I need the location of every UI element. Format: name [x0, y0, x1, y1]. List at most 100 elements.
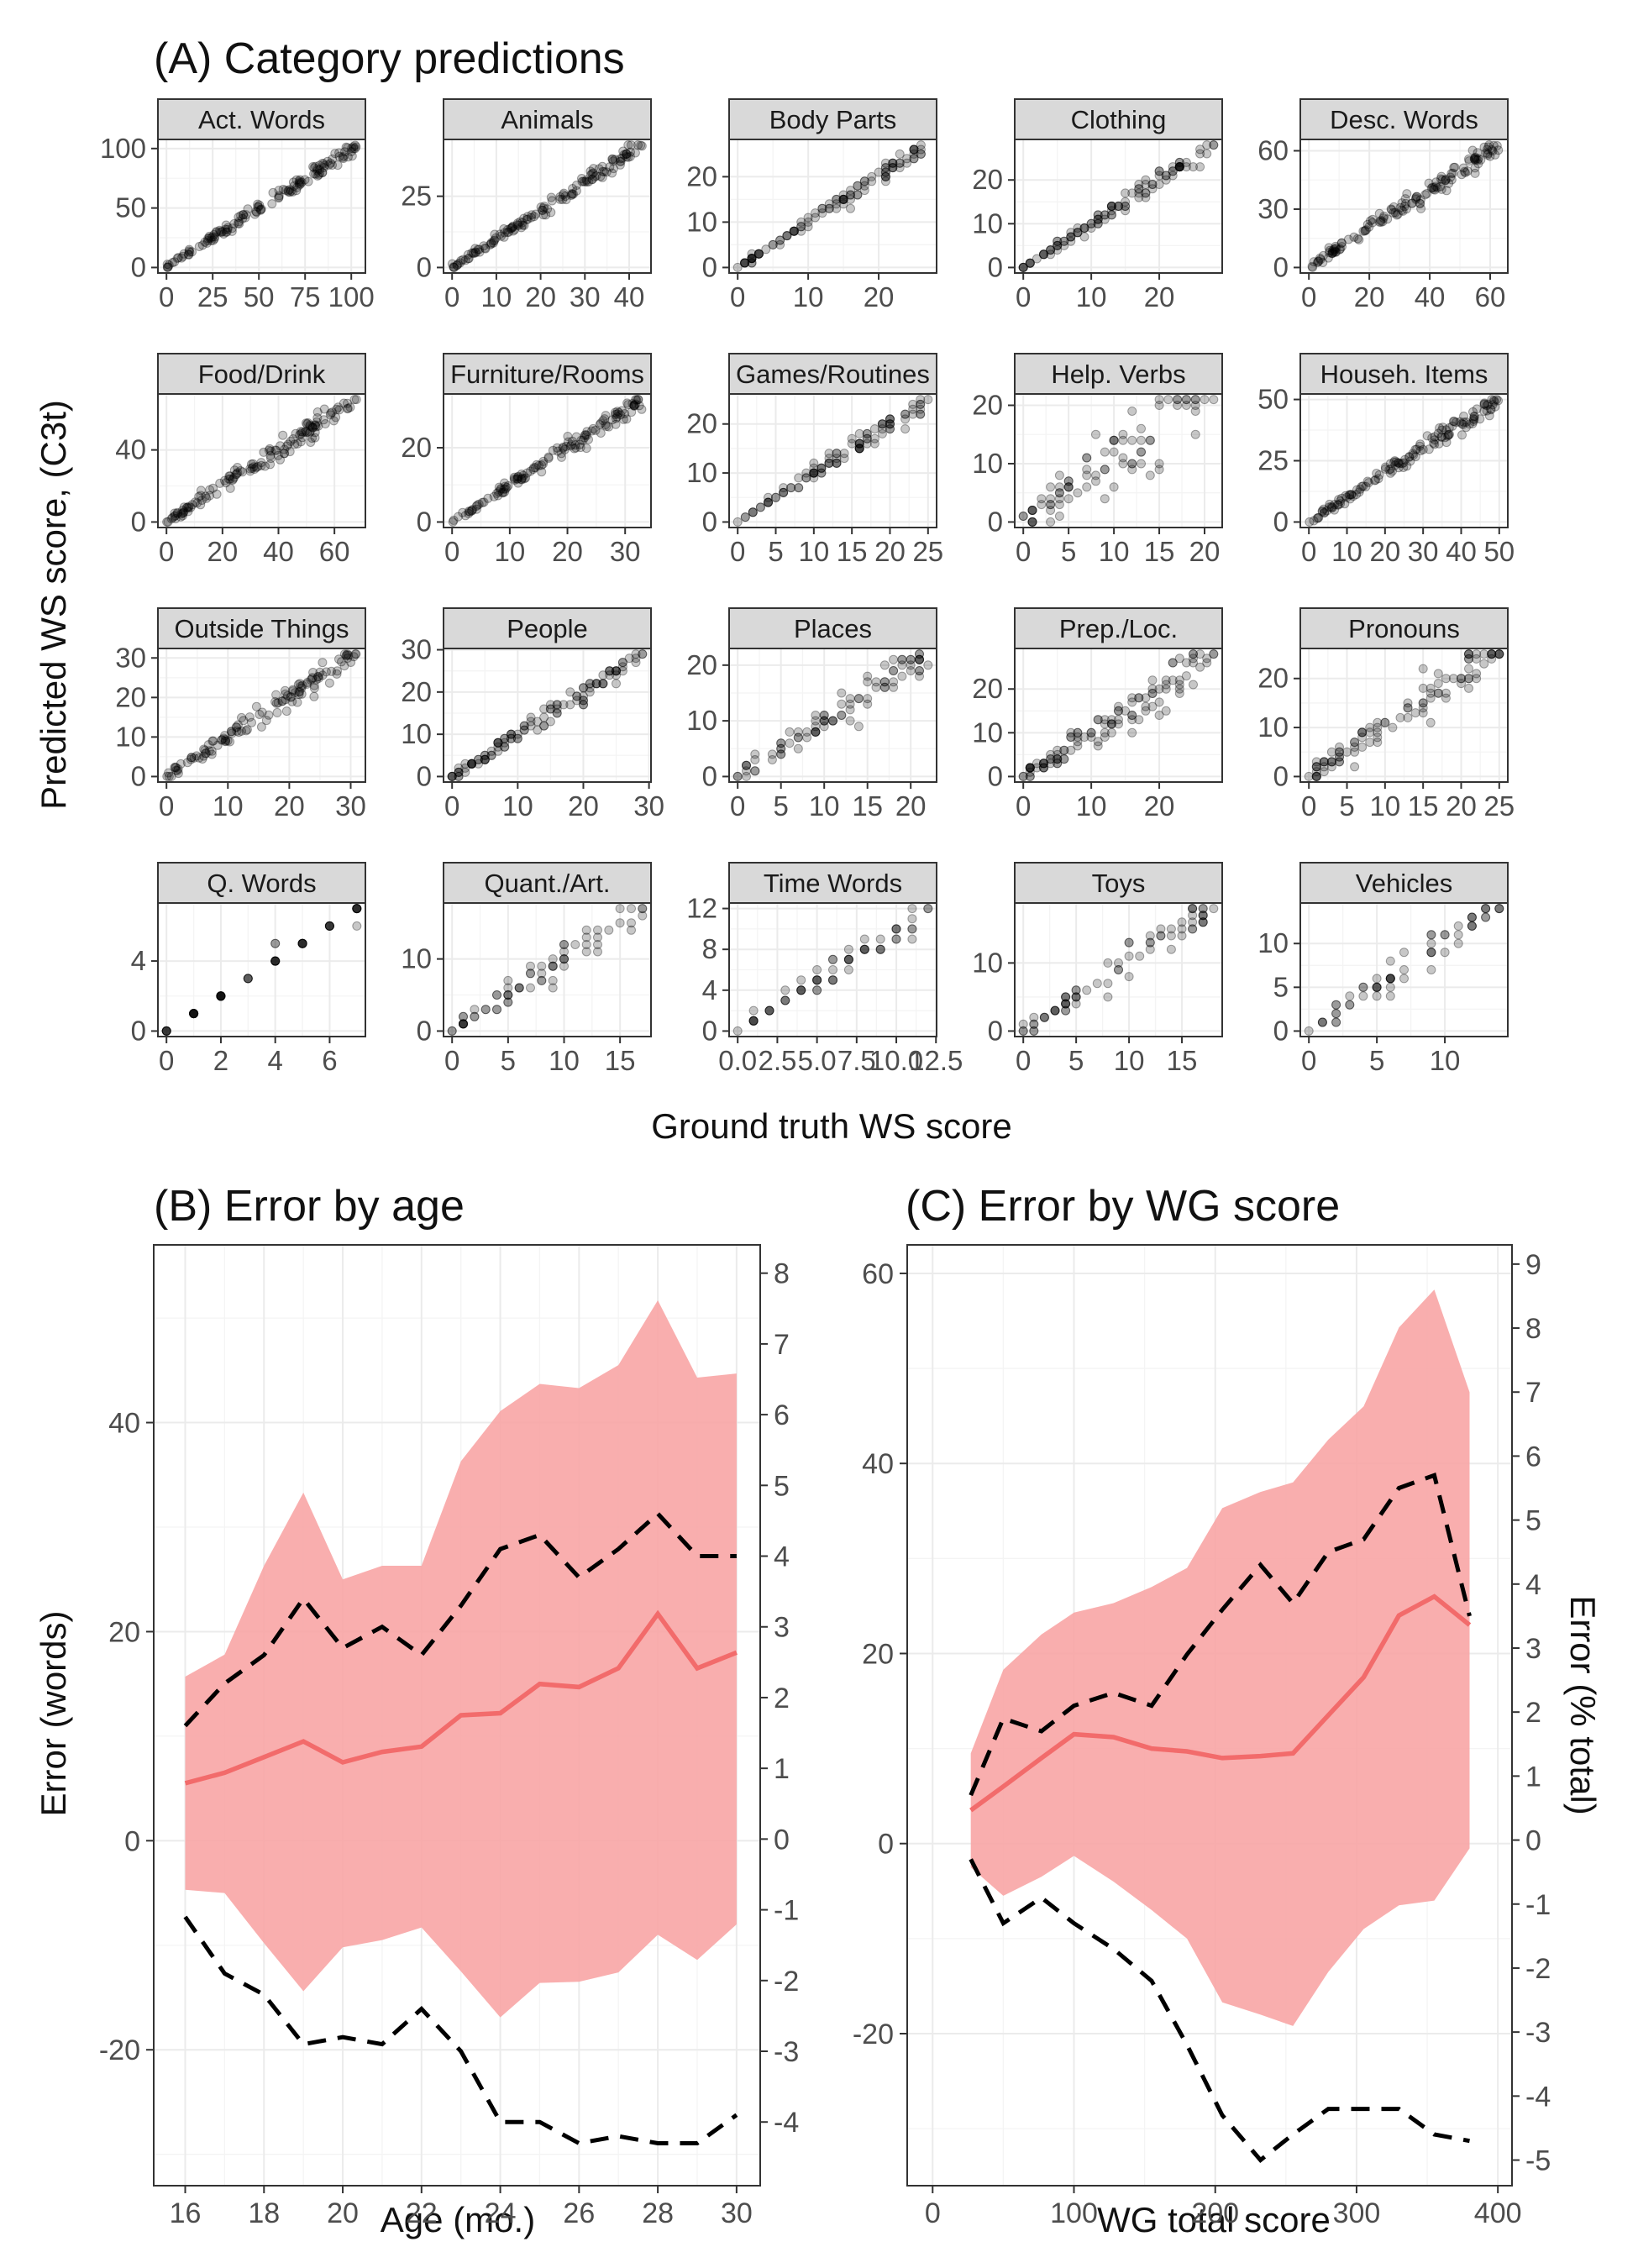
data-point	[238, 213, 248, 223]
data-point	[789, 226, 799, 236]
data-point	[537, 975, 547, 985]
data-point	[163, 262, 173, 272]
data-point	[1018, 262, 1028, 272]
facet-x-tick-label: 10	[213, 790, 244, 822]
data-point	[1441, 176, 1450, 186]
data-point	[509, 472, 519, 482]
data-point	[1147, 180, 1158, 189]
data-point	[1147, 675, 1158, 685]
data-point	[178, 508, 188, 518]
data-point	[475, 244, 484, 255]
facet-strip-label: Time Words	[764, 869, 902, 898]
data-point	[529, 463, 539, 473]
data-point	[1135, 951, 1145, 961]
facet-x-tick-label: 10	[793, 281, 824, 312]
data-point	[307, 423, 318, 433]
data-point	[167, 258, 177, 268]
data-point	[854, 438, 864, 449]
data-point	[600, 414, 610, 424]
data-point	[301, 426, 311, 436]
facet-x-tick-label: 20	[895, 790, 927, 822]
facet-x-tick-label: 0	[1016, 790, 1031, 822]
data-point	[229, 218, 239, 228]
data-point	[273, 698, 283, 708]
data-point	[1037, 494, 1047, 504]
data-point	[513, 471, 523, 481]
data-point	[1476, 155, 1486, 165]
data-point	[232, 469, 242, 479]
data-point	[548, 975, 558, 985]
data-point	[1453, 938, 1463, 948]
data-point	[265, 459, 276, 470]
data-point	[266, 454, 276, 464]
data-point	[537, 961, 547, 971]
data-point	[228, 474, 238, 484]
data-point	[616, 156, 626, 166]
facet-strip-label: Toys	[1092, 869, 1146, 898]
data-point	[1373, 727, 1383, 738]
data-point	[780, 995, 790, 1005]
data-point	[1093, 737, 1103, 747]
data-point	[590, 172, 600, 182]
data-point	[449, 262, 459, 272]
data-point	[311, 161, 321, 171]
data-point	[594, 164, 604, 174]
data-point	[895, 163, 905, 173]
data-point	[453, 259, 463, 269]
data-point	[225, 483, 235, 493]
data-point	[276, 441, 286, 451]
data-point	[839, 454, 849, 464]
data-point	[499, 232, 509, 242]
facet-strip	[157, 98, 366, 140]
data-point	[303, 176, 313, 186]
data-point	[1154, 395, 1164, 405]
data-point	[1079, 223, 1089, 233]
data-point	[249, 462, 259, 472]
data-point	[1059, 240, 1069, 250]
data-point	[1173, 395, 1183, 405]
facet-x-tick-label: 50	[1483, 536, 1515, 567]
data-point	[1411, 192, 1421, 202]
data-point	[196, 491, 206, 501]
data-point	[306, 675, 316, 685]
data-point	[923, 660, 933, 670]
x-tick-label: 26	[563, 2197, 595, 2229]
data-point	[255, 710, 265, 719]
data-point	[285, 447, 295, 457]
facet-y-tick-label: 0	[417, 506, 432, 537]
data-point	[305, 421, 315, 431]
data-point	[315, 165, 324, 175]
data-point	[486, 239, 495, 249]
data-point	[1174, 162, 1184, 172]
data-point	[843, 944, 853, 954]
panel-c-plot: 0 100 200 300 400-200204060-5-4-3-2-10123456…	[853, 1244, 1551, 2229]
data-point	[207, 746, 217, 756]
data-point	[616, 410, 626, 420]
data-point	[171, 513, 181, 523]
data-point	[307, 433, 317, 444]
y2-tick-label: 7	[1525, 1377, 1541, 1409]
x-tick-label: 16	[170, 2197, 202, 2229]
data-point	[888, 158, 898, 168]
facet-x-tick-label: 0	[1301, 1045, 1316, 1076]
data-point	[209, 229, 219, 239]
data-point	[464, 507, 474, 517]
data-point	[333, 666, 342, 676]
data-point	[552, 704, 562, 714]
data-point	[260, 461, 270, 471]
data-point	[764, 497, 773, 507]
data-point	[916, 399, 926, 409]
data-point	[1086, 223, 1096, 233]
data-point	[1325, 245, 1335, 255]
data-point	[1127, 407, 1137, 416]
data-point	[1424, 178, 1434, 188]
data-point	[1436, 181, 1446, 192]
y-tick-label: 20	[862, 1638, 894, 1670]
data-point	[571, 186, 581, 196]
data-point	[330, 149, 340, 159]
facet-x-tick-label: 10	[1076, 281, 1107, 312]
y2-tick-label: 4	[1525, 1569, 1541, 1601]
facet-x-tick-label: 0	[730, 536, 745, 567]
facet-strip	[443, 98, 652, 140]
facet-y-tick-label: 10	[972, 448, 1003, 479]
